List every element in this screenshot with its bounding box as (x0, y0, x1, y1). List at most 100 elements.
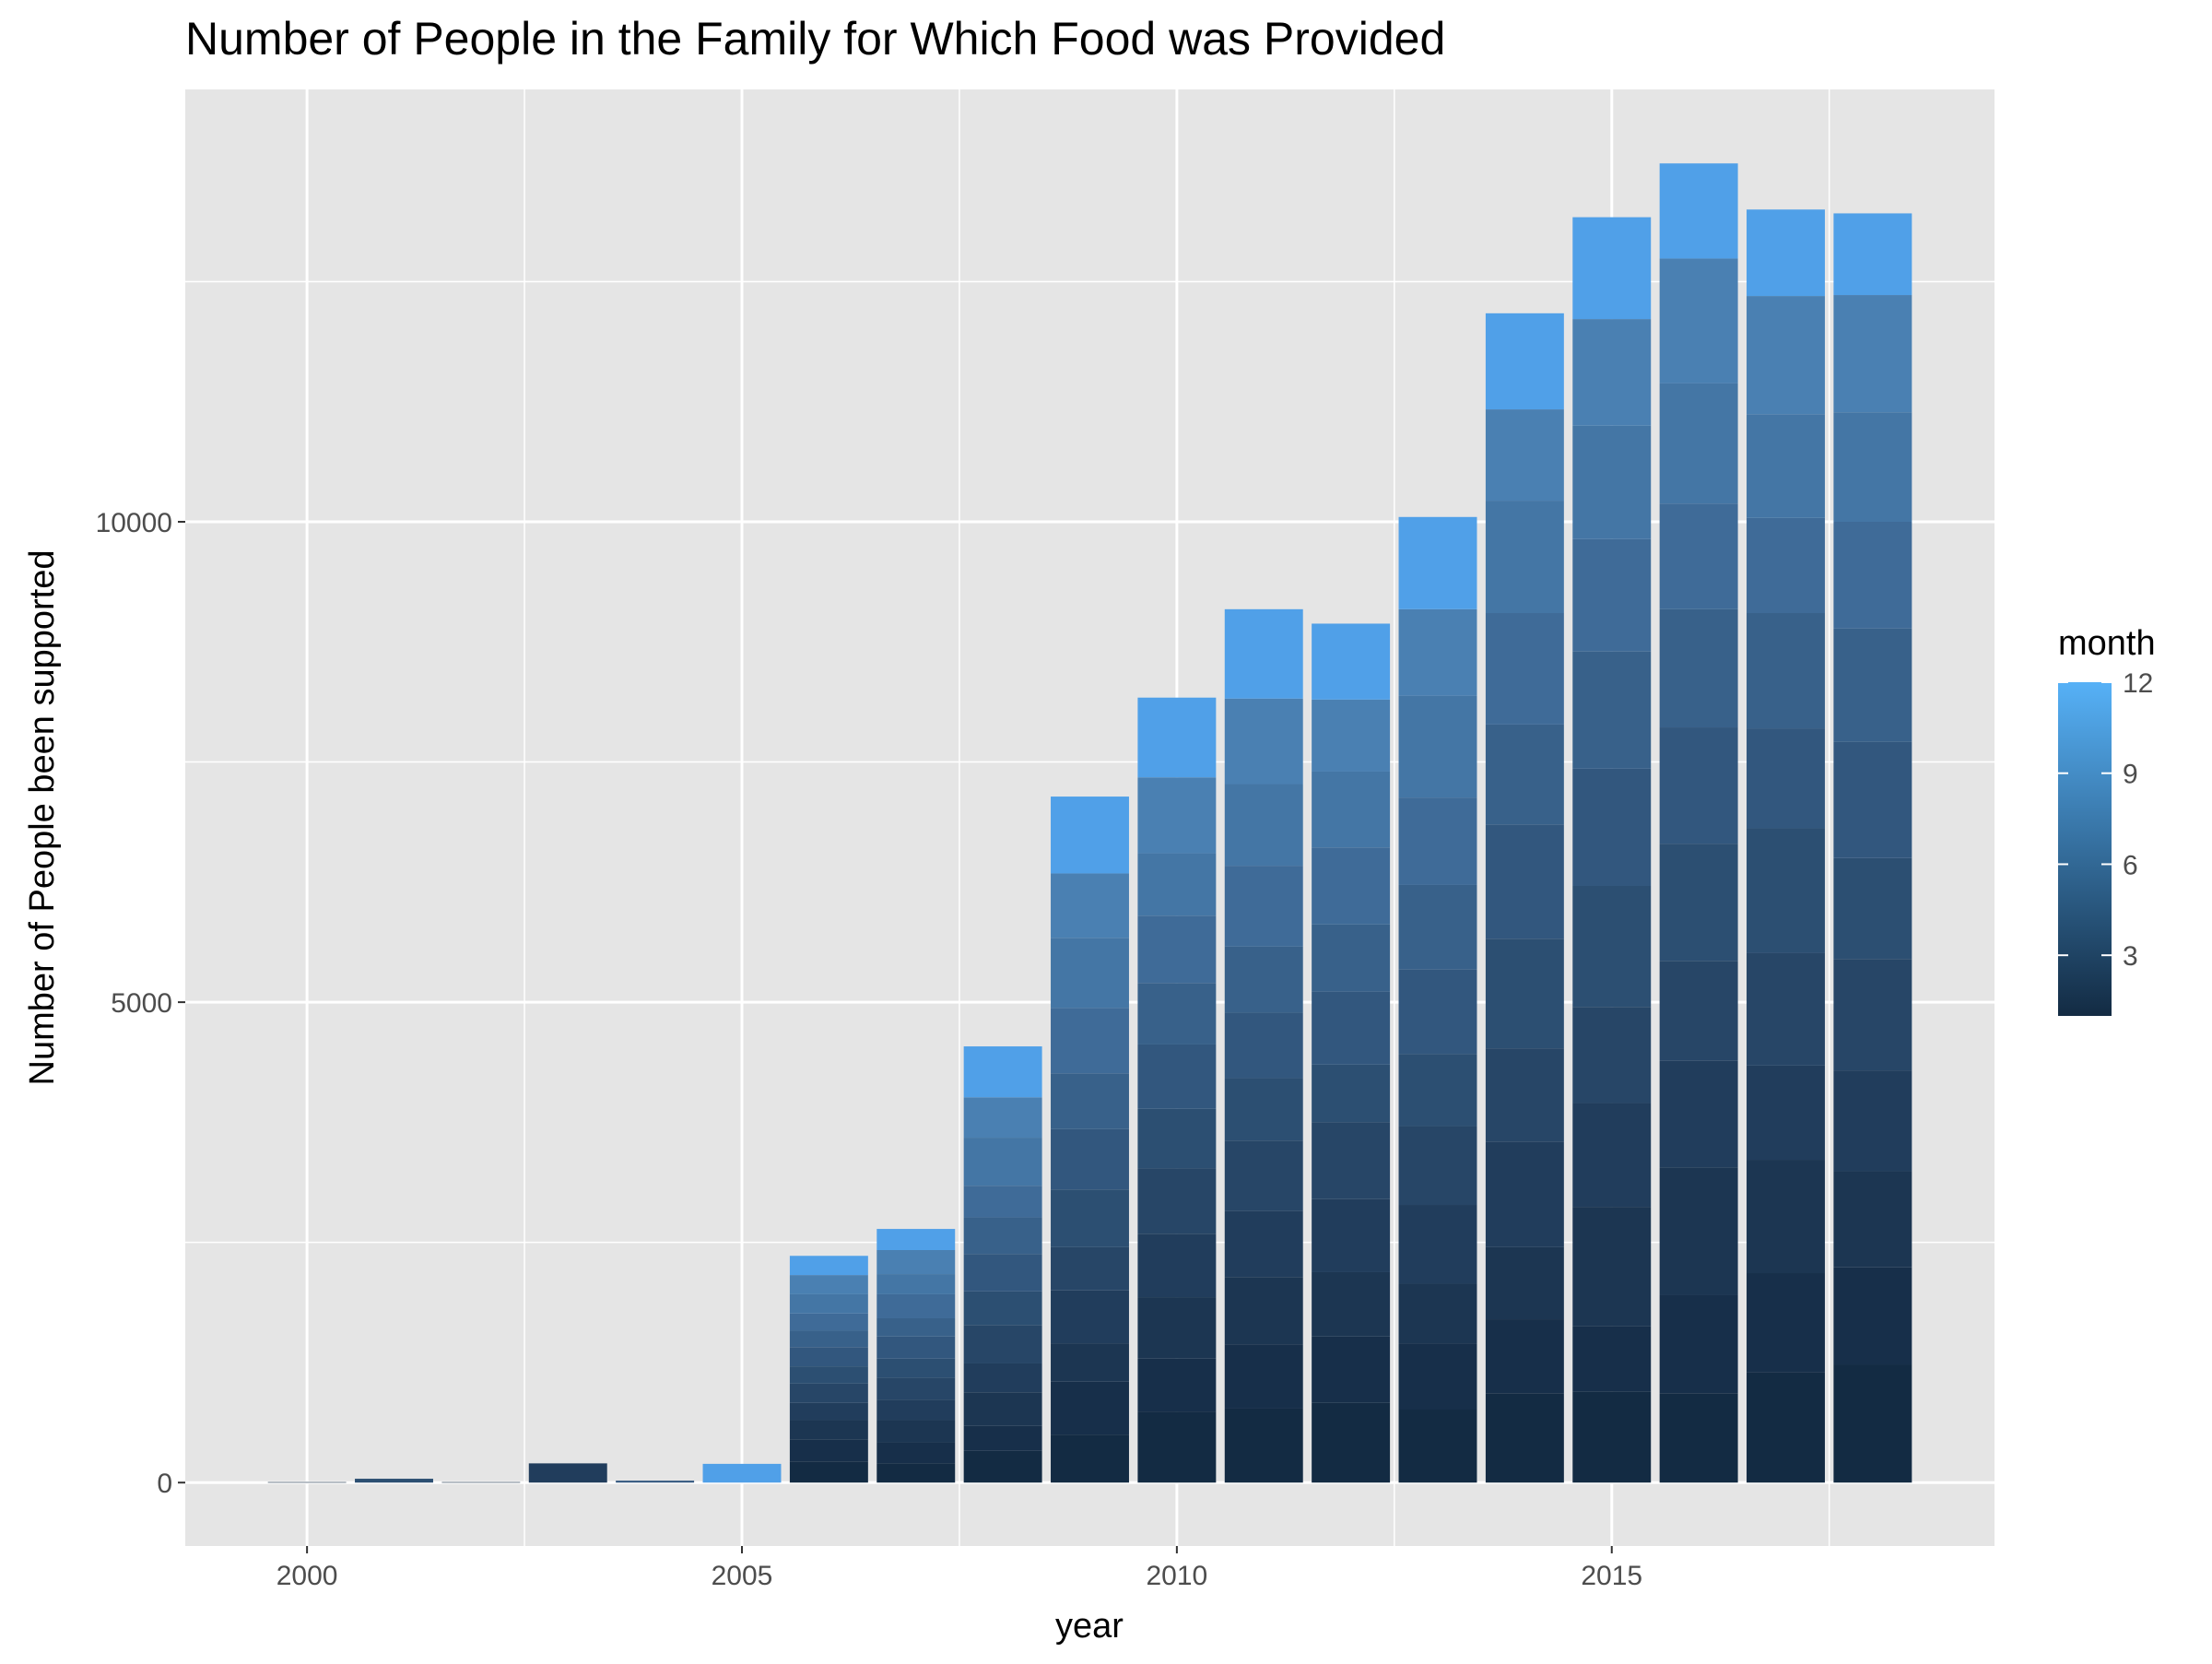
bar-segment (877, 1420, 956, 1443)
bar-segment (789, 1330, 868, 1348)
legend-colorbar (2058, 682, 2112, 1016)
bar-segment (355, 1479, 433, 1483)
bar-segment (1747, 613, 1825, 729)
bar-segment (1398, 516, 1477, 609)
bar-segment (1051, 873, 1129, 938)
y-tick-label: 10000 (96, 508, 172, 538)
bar-segment (1137, 983, 1217, 1044)
bar-segment (877, 1293, 956, 1318)
chart-title: Number of People in the Family for Which… (185, 13, 1446, 65)
bar-segment (1224, 608, 1303, 699)
bar-segment (1747, 414, 1825, 518)
bar-segment (1137, 1358, 1217, 1412)
bar-segment (1312, 699, 1391, 772)
bar-segment (1312, 623, 1391, 700)
bar-segment (1572, 1326, 1652, 1392)
bar-segment (877, 1358, 956, 1378)
bar-segment (702, 1463, 782, 1483)
bar-segment (1747, 1372, 1825, 1483)
bar-segment (1659, 727, 1738, 844)
bar-segment (1659, 163, 1738, 259)
bar-segment (1747, 296, 1825, 415)
bar-segment (1137, 697, 1217, 778)
bar-segment (1398, 1410, 1477, 1483)
bar-segment (1833, 1364, 1912, 1483)
bar-segment (1137, 1411, 1217, 1483)
bar-segment (789, 1383, 868, 1403)
bar-segment (877, 1274, 956, 1294)
bar-segment (1485, 1141, 1564, 1247)
bar-segment (789, 1439, 868, 1462)
bar-segment (1572, 1207, 1652, 1327)
bar-segment (1485, 1319, 1564, 1394)
bar-segment (1398, 1054, 1477, 1127)
bar-segment (1659, 503, 1738, 609)
bar-segment (1312, 1198, 1391, 1272)
x-tick-label: 2000 (276, 1561, 338, 1591)
bar-segment (1572, 1007, 1652, 1103)
bar-segment (1312, 771, 1391, 848)
bar-segment (877, 1336, 956, 1359)
x-tick-label: 2010 (1147, 1561, 1208, 1591)
bar-segment (963, 1138, 1042, 1186)
bar-segment (528, 1463, 607, 1483)
bar-segment (1137, 1044, 1217, 1109)
bar-segment (1224, 784, 1303, 867)
bar-segment (1051, 938, 1129, 1009)
bar-segment (1659, 1167, 1738, 1295)
bar-segment (877, 1399, 956, 1421)
x-tick-label: 2005 (712, 1561, 773, 1591)
bar-segment (1137, 915, 1217, 984)
bar-segment (1224, 1277, 1303, 1345)
bar-segment (1051, 797, 1129, 874)
bar-segment (789, 1461, 868, 1483)
bar-segment (1659, 383, 1738, 504)
legend-title: month (2058, 624, 2156, 663)
bar-segment (267, 1481, 347, 1483)
bar-segment (1572, 217, 1652, 320)
bar-segment (789, 1366, 868, 1384)
bar-segment (963, 1450, 1042, 1483)
bar-segment (1398, 1205, 1477, 1284)
bar-segment (1485, 409, 1564, 502)
bar-segment (963, 1254, 1042, 1292)
bar-segment (1398, 1283, 1477, 1344)
y-axis-label: Number of People been supported (23, 550, 62, 1086)
bar-segment (1485, 501, 1564, 614)
bar-segment (1312, 847, 1391, 925)
bar-segment (1051, 1290, 1129, 1344)
bar-segment (1051, 1073, 1129, 1129)
bar-segment (1485, 724, 1564, 825)
bar-segment (1572, 1391, 1652, 1483)
bar-segment (1572, 319, 1652, 426)
bar-segment (1833, 295, 1912, 413)
legend-tick-label: 9 (2123, 760, 2138, 790)
bar-segment (1224, 866, 1303, 947)
bar-segment (1224, 1408, 1303, 1483)
bar-segment (963, 1425, 1042, 1451)
bar-segment (1312, 924, 1391, 992)
bar-segment (1659, 844, 1738, 962)
bar-segment (1137, 777, 1217, 854)
bar-segment (1572, 425, 1652, 539)
bar-segment (1572, 885, 1652, 1008)
bar-segment (963, 1186, 1042, 1218)
bar-segment (1137, 1108, 1217, 1169)
bar-segment (789, 1275, 868, 1294)
bar-segment (1659, 1393, 1738, 1483)
bar-segment (1312, 1122, 1391, 1199)
bar-segment (1224, 1210, 1303, 1278)
bar-segment (1485, 613, 1564, 725)
bar-segment (1485, 824, 1564, 939)
bar-segment (1833, 1171, 1912, 1268)
bar-segment (1224, 698, 1303, 785)
bar-segment (1224, 1344, 1303, 1409)
bar-segment (1747, 1065, 1825, 1161)
bar-segment (1398, 797, 1477, 885)
bar-segment (1485, 938, 1564, 1049)
bar-segment (963, 1046, 1042, 1098)
legend: month 3 6 9 12 (2058, 624, 2156, 1016)
bar-segment (1051, 1381, 1129, 1435)
bar-segment (1833, 959, 1912, 1071)
